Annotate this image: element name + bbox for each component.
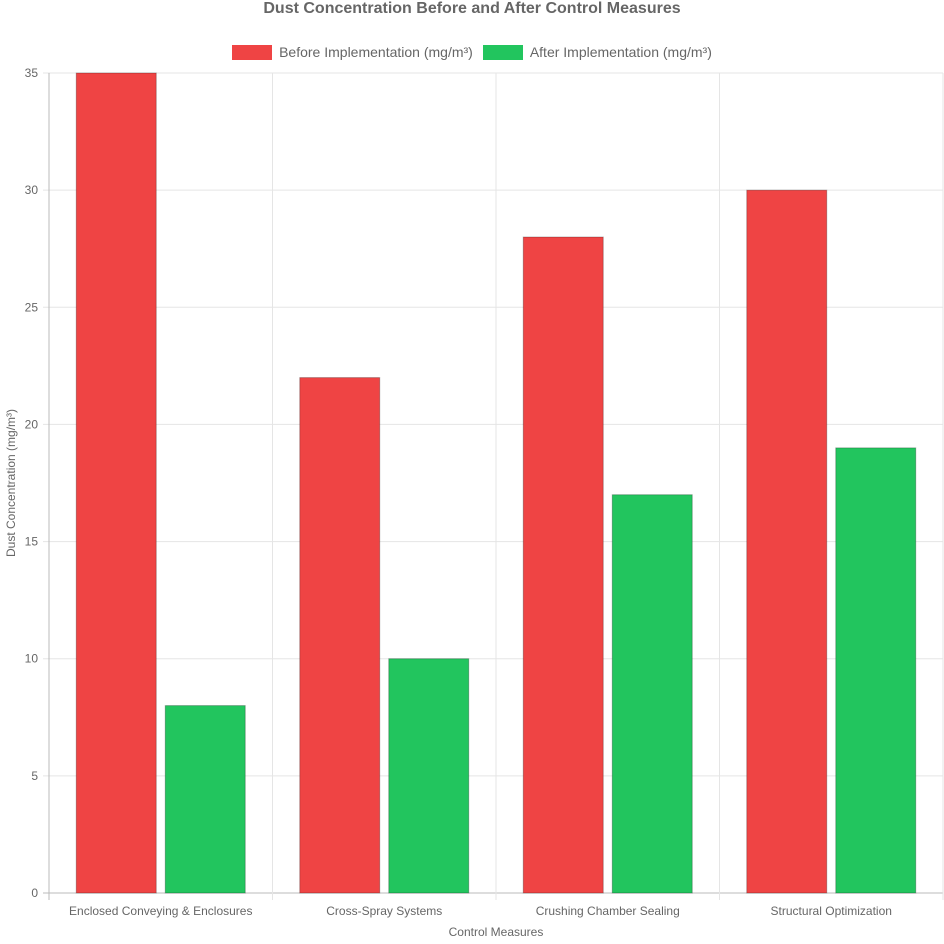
legend-label-before: Before Implementation (mg/m³) (279, 44, 473, 60)
y-axis-title: Dust Concentration (mg/m³) (4, 409, 18, 557)
bar-before (746, 189, 828, 894)
legend-item-after[interactable]: After Implementation (mg/m³) (482, 44, 712, 60)
y-tick-label: 10 (25, 652, 39, 666)
x-tick-label: Crushing Chamber Sealing (536, 904, 680, 918)
y-tick-label: 0 (31, 886, 38, 900)
legend-item-before[interactable]: Before Implementation (mg/m³) (232, 44, 473, 60)
x-tick-label: Cross-Spray Systems (326, 904, 442, 918)
y-tick-label: 25 (25, 300, 39, 314)
y-tick-label: 20 (25, 417, 39, 431)
bar-after (611, 494, 693, 894)
x-axis-title: Control Measures (449, 925, 544, 939)
bar-after (164, 705, 246, 894)
bar-before (75, 72, 157, 894)
y-tick-label: 30 (25, 183, 39, 197)
bar-before (299, 377, 381, 894)
legend-swatch-before (232, 44, 273, 60)
x-tick-label: Enclosed Conveying & Enclosures (69, 904, 252, 918)
bar-before (522, 236, 604, 894)
bar-after (835, 447, 917, 894)
y-tick-label: 15 (25, 535, 39, 549)
y-tick-label: 5 (31, 769, 38, 783)
chart-title: Dust Concentration Before and After Cont… (263, 0, 681, 17)
legend-swatch-after (482, 44, 523, 60)
legend-label-after: After Implementation (mg/m³) (529, 44, 712, 60)
bar-after (388, 658, 470, 894)
y-tick-label: 35 (25, 66, 39, 80)
x-tick-label: Structural Optimization (771, 904, 892, 918)
legend: Before Implementation (mg/m³) After Impl… (0, 44, 944, 60)
